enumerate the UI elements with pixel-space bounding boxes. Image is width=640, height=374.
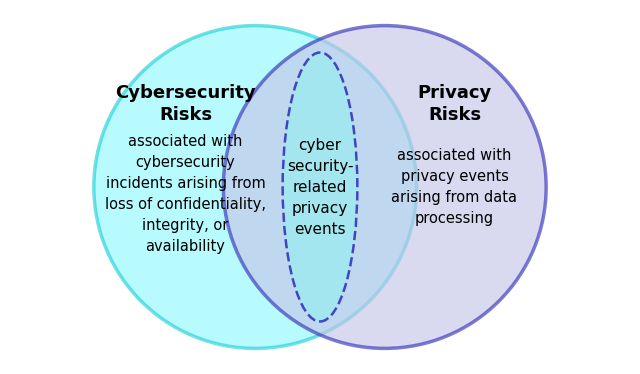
Circle shape — [94, 25, 417, 349]
Ellipse shape — [283, 52, 357, 322]
Circle shape — [223, 25, 546, 349]
Text: Privacy
Risks: Privacy Risks — [417, 84, 492, 125]
Text: cyber
security-
related
privacy
events: cyber security- related privacy events — [287, 138, 353, 236]
Text: associated with
privacy events
arising from data
processing: associated with privacy events arising f… — [392, 148, 518, 226]
Text: associated with
cybersecurity
incidents arising from
loss of confidentiality,
in: associated with cybersecurity incidents … — [105, 134, 266, 254]
Text: Cybersecurity
Risks: Cybersecurity Risks — [115, 84, 256, 125]
